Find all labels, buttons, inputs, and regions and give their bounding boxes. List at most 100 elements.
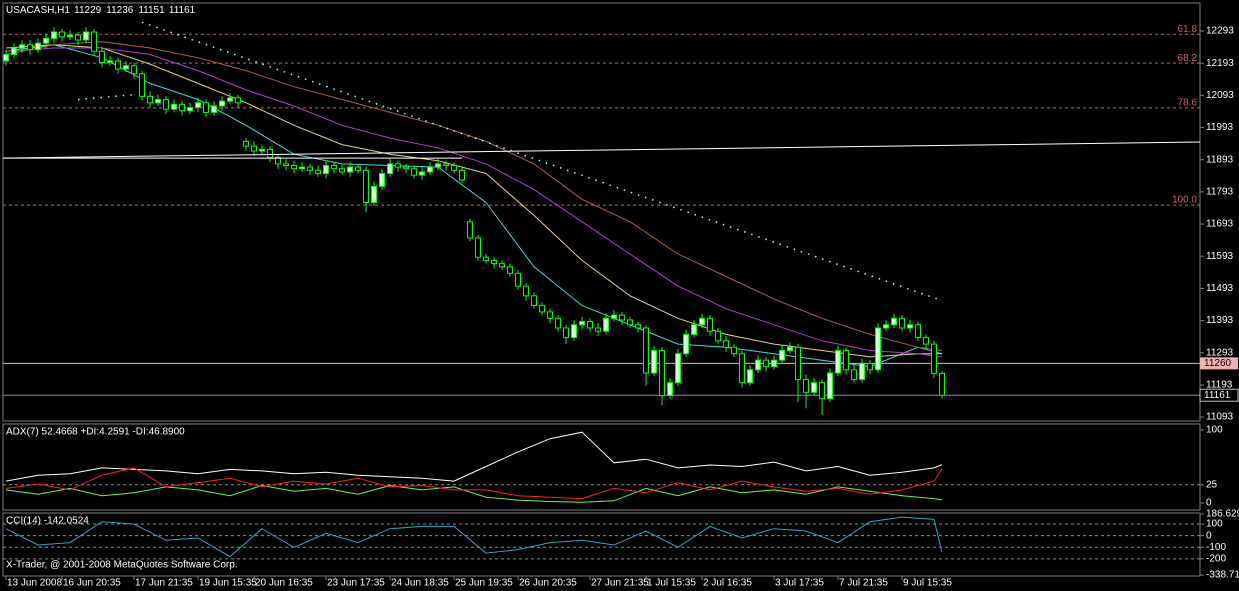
cci-pane-frame xyxy=(2,512,1201,577)
candle-body xyxy=(123,65,129,70)
candle-body xyxy=(355,166,361,171)
candle-body xyxy=(923,337,929,345)
moving-average xyxy=(5,44,943,368)
candle-body xyxy=(147,95,153,104)
price-level-box xyxy=(1200,357,1238,370)
candle-body xyxy=(451,164,457,171)
candle-body xyxy=(691,324,697,335)
ohlc-open: 11229 xyxy=(74,5,102,16)
y-tick-label: 186.6291 xyxy=(1206,509,1239,520)
indicator-line xyxy=(5,516,943,558)
candle-body xyxy=(827,372,833,400)
candle-body xyxy=(219,100,225,107)
candle-body xyxy=(619,314,625,321)
candle-body xyxy=(203,102,209,113)
candle-body xyxy=(267,148,273,158)
candle-body xyxy=(275,156,281,165)
candle-body xyxy=(211,105,217,113)
candle-body xyxy=(595,327,601,332)
moving-average xyxy=(5,47,943,358)
candle-body xyxy=(939,372,945,396)
candle-body xyxy=(603,317,609,332)
y-tick-label: 11493 xyxy=(1206,283,1234,294)
candle-body xyxy=(715,330,721,342)
candle-body xyxy=(507,266,513,274)
dotted-trendline xyxy=(141,21,943,302)
price-level-label: 11260 xyxy=(1204,358,1232,369)
candle-body xyxy=(435,163,441,168)
x-tick-label: 20 Jun 16:35 xyxy=(255,578,313,589)
y-tick-label: 11893 xyxy=(1206,154,1234,165)
candle-body xyxy=(19,44,25,49)
candle-body xyxy=(699,317,705,326)
candle-body xyxy=(195,102,201,109)
x-tick-label: 9 Jul 15:35 xyxy=(903,578,952,589)
ohlc-close: 11161 xyxy=(169,5,196,16)
candle-body xyxy=(867,362,873,371)
y-tick-label: 12193 xyxy=(1206,58,1234,69)
candle-body xyxy=(67,34,73,38)
y-tick-label: 11993 xyxy=(1206,122,1234,133)
candle-body xyxy=(675,353,681,384)
candle-body xyxy=(635,324,641,329)
moving-average xyxy=(5,44,942,358)
cci-title: CCI(14) -142.0524 xyxy=(6,516,89,527)
trendline xyxy=(2,141,1201,159)
candle-body xyxy=(779,350,785,361)
fib-label: 100.0 xyxy=(1172,195,1197,206)
adx-title: ADX(7) 52.4668 +DI:4.2591 -DI:46.8900 xyxy=(6,427,185,438)
x-tick-label: 1 Jul 15:35 xyxy=(647,578,696,589)
indicator-line xyxy=(5,431,943,482)
fib-label: 68.2 xyxy=(1178,53,1198,64)
candle-body xyxy=(579,321,585,326)
candle-body xyxy=(339,168,345,173)
candle-body xyxy=(819,382,825,400)
y-tick-label: 12093 xyxy=(1206,90,1234,101)
candle-body xyxy=(891,317,897,326)
y-tick-label: 100 xyxy=(1206,519,1223,530)
candle-body xyxy=(659,350,665,397)
candle-body xyxy=(739,353,745,384)
candle-body xyxy=(427,166,433,173)
candle-body xyxy=(875,327,881,371)
candle-body xyxy=(931,343,937,374)
x-tick-label: 2 Jul 16:35 xyxy=(703,578,752,589)
candle-body xyxy=(803,378,809,393)
candle-body xyxy=(139,73,145,97)
candle-body xyxy=(835,350,841,374)
y-tick-label: 0 xyxy=(1206,498,1212,509)
y-tick-label: -338.718 xyxy=(1206,570,1239,581)
candle-body xyxy=(531,295,537,306)
candle-body xyxy=(115,60,121,70)
y-tick-label: 25 xyxy=(1206,479,1218,490)
candle-body xyxy=(571,324,577,339)
candle-body xyxy=(179,103,185,112)
y-tick-label: 0 xyxy=(1206,530,1212,541)
candle-body xyxy=(83,31,89,41)
candle-body xyxy=(787,346,793,352)
symbol-title: USACASH,H1 xyxy=(6,5,70,16)
x-tick-label: 24 Jun 18:35 xyxy=(391,578,449,589)
x-tick-label: 23 Jun 17:35 xyxy=(327,578,385,589)
candle-body xyxy=(443,163,449,166)
candle-body xyxy=(315,169,321,175)
candle-body xyxy=(707,317,713,332)
candle-body xyxy=(851,369,857,380)
candle-body xyxy=(163,99,169,110)
candle-body xyxy=(243,140,249,147)
copyright: X-Trader, @ 2001-2008 MetaQuotes Softwar… xyxy=(6,560,238,571)
candle-body xyxy=(795,346,801,380)
x-tick-label: 27 Jun 21:35 xyxy=(591,578,649,589)
candle-body xyxy=(171,103,177,110)
candle-body xyxy=(379,173,385,187)
candle-body xyxy=(75,34,81,41)
candle-body xyxy=(899,317,905,329)
candle-body xyxy=(155,99,161,104)
x-tick-label: 13 Jun 2008 xyxy=(7,578,62,589)
candle-body xyxy=(411,168,417,176)
x-tick-label: 25 Jun 19:35 xyxy=(455,578,513,589)
candle-body xyxy=(107,60,113,64)
x-tick-label: 3 Jul 17:35 xyxy=(775,578,824,589)
y-tick-label: 11693 xyxy=(1206,219,1234,230)
